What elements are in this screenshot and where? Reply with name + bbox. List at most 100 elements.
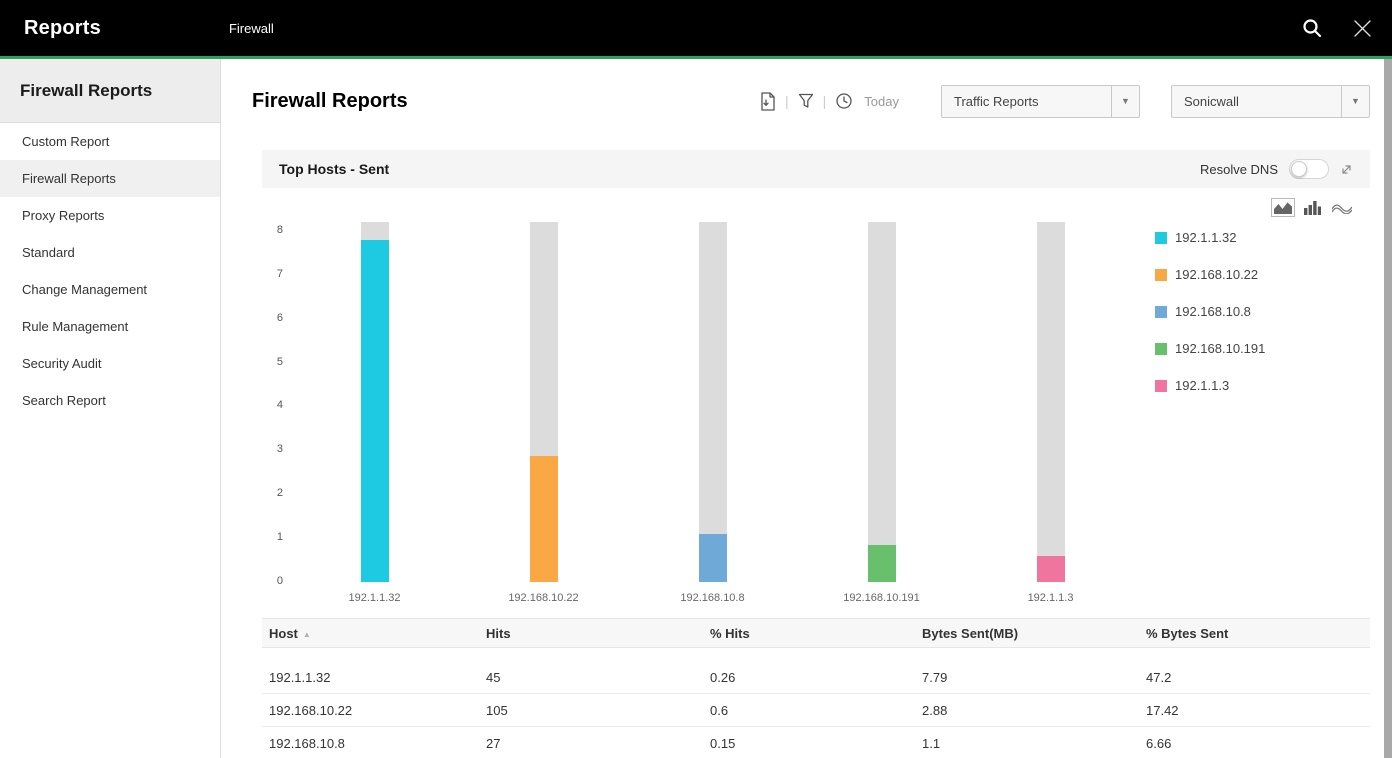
- table-cell: 17.42: [1146, 702, 1179, 718]
- chart-column: 192.1.1.3: [966, 222, 1135, 604]
- toolbar-separator: |: [822, 93, 827, 109]
- legend-label: 192.1.1.3: [1175, 378, 1230, 393]
- sidebar-item-custom-report[interactable]: Custom Report: [22, 134, 110, 149]
- table-row[interactable]: 192.168.10.22 105 0.6 2.88 17.42: [262, 694, 1370, 727]
- page-title: Firewall Reports: [252, 89, 408, 112]
- scrollbar-thumb[interactable]: [1384, 59, 1392, 758]
- scrollbar[interactable]: [1384, 59, 1392, 758]
- line-chart-icon[interactable]: [1330, 200, 1354, 216]
- x-axis-label: 192.168.10.22: [508, 592, 579, 604]
- sidebar-item-standard[interactable]: Standard: [22, 245, 75, 260]
- y-tick-label: 1: [276, 531, 283, 544]
- bar-value[interactable]: [529, 455, 558, 582]
- table-cell: 192.168.10.8: [269, 735, 345, 751]
- table-row[interactable]: 192.1.1.32 45 0.26 7.79 47.2: [262, 661, 1370, 694]
- chart-column: 192.168.10.191: [797, 222, 966, 604]
- column-header-host[interactable]: Host ▲: [269, 625, 311, 641]
- report-toolbar: | | Today Traffic Reports ▼: [755, 84, 1370, 118]
- y-tick-label: 0: [276, 575, 283, 587]
- sidebar-heading: Firewall Reports: [0, 59, 220, 123]
- tab-firewall[interactable]: Firewall: [228, 20, 274, 36]
- legend-label: 192.168.10.8: [1175, 304, 1251, 319]
- search-icon[interactable]: [1301, 17, 1323, 39]
- chart-section: 0 1 2 3 4 5 6 7 8 192.1.1.32 192.168.10.22 192.168…: [262, 188, 1370, 604]
- bar-value[interactable]: [698, 533, 727, 582]
- bar-chart-icon[interactable]: [1302, 199, 1323, 217]
- device-dropdown[interactable]: Sonicwall ▼: [1171, 84, 1370, 118]
- sidebar-item-search-report[interactable]: Search Report: [22, 393, 106, 408]
- legend-swatch: [1155, 342, 1167, 355]
- bar-chart: 0 1 2 3 4 5 6 7 8 192.1.1.32 192.168.10.22 192.168…: [262, 222, 1135, 604]
- x-axis-label: 192.168.10.8: [680, 592, 745, 604]
- legend-item-192-168-10-191[interactable]: 192.168.10.191: [1155, 341, 1265, 356]
- area-chart-icon[interactable]: [1271, 198, 1295, 217]
- table-row[interactable]: 192.168.10.8 27 0.15 1.1 6.66: [262, 727, 1370, 758]
- widget-title: Top Hosts - Sent: [279, 161, 390, 177]
- column-header--bytes-sent[interactable]: % Bytes Sent: [1146, 625, 1229, 641]
- bar-value[interactable]: [360, 240, 389, 582]
- period-label[interactable]: Today: [864, 93, 899, 109]
- sidebar-item-rule-management[interactable]: Rule Management: [22, 319, 129, 334]
- table-cell: 192.1.1.32: [269, 669, 331, 685]
- sidebar-item-change-management[interactable]: Change Management: [22, 282, 148, 297]
- column-header-bytes-sent-mb-[interactable]: Bytes Sent(MB): [922, 625, 1019, 641]
- table-cell: 27: [486, 735, 501, 751]
- resolve-dns-toggle[interactable]: [1289, 159, 1329, 179]
- close-icon[interactable]: [1353, 19, 1372, 38]
- table-cell: 192.168.10.22: [269, 702, 353, 718]
- chevron-down-icon: ▼: [1111, 85, 1139, 117]
- bar-track: [1036, 222, 1065, 582]
- table-cell: 7.79: [922, 669, 948, 685]
- y-tick-label: 2: [276, 487, 283, 500]
- column-header--hits[interactable]: % Hits: [710, 625, 750, 641]
- chevron-down-icon: ▼: [1341, 85, 1369, 117]
- chart-row: 0 1 2 3 4 5 6 7 8 192.1.1.32 192.168.10.22 192.168…: [262, 188, 1370, 604]
- bar-value[interactable]: [867, 544, 896, 582]
- table-header: Host ▲ Hits % Hits Bytes Sent(MB) % Bytes Sen…: [262, 618, 1370, 648]
- bar-track: [867, 222, 896, 582]
- chart-column: 192.1.1.32: [290, 222, 459, 604]
- widget-header-actions: Resolve DNS: [1200, 159, 1353, 179]
- widget-header: Top Hosts - Sent Resolve DNS: [262, 150, 1370, 188]
- y-tick-label: 6: [276, 311, 283, 324]
- legend-item-192-168-10-22[interactable]: 192.168.10.22: [1155, 267, 1265, 282]
- x-axis-label: 192.1.1.3: [1027, 592, 1074, 604]
- table-cell: 1.1: [922, 735, 941, 751]
- app-title: Reports: [24, 16, 101, 39]
- sidebar-item-security-audit[interactable]: Security Audit: [22, 356, 102, 371]
- table-cell: 0.6: [710, 702, 729, 718]
- y-tick-label: 3: [276, 443, 283, 456]
- table-cell: 0.15: [710, 735, 736, 751]
- sidebar-item-firewall-reports[interactable]: Firewall Reports: [0, 160, 220, 197]
- chart-type-switcher: [1271, 198, 1354, 217]
- hosts-table: Host ▲ Hits % Hits Bytes Sent(MB) % Bytes Sen…: [262, 618, 1370, 758]
- plot-area: 192.1.1.32 192.168.10.22 192.168.10.8 192.1…: [290, 222, 1135, 604]
- bar-track: [698, 222, 727, 582]
- y-tick-label: 7: [276, 267, 283, 280]
- bar-value[interactable]: [1036, 555, 1065, 582]
- resolve-dns-label: Resolve DNS: [1199, 161, 1278, 177]
- filter-icon[interactable]: [794, 93, 818, 109]
- table-cell: 2.88: [922, 702, 948, 718]
- column-header-hits[interactable]: Hits: [486, 625, 511, 641]
- legend-swatch: [1155, 379, 1167, 392]
- legend-item-192-168-10-8[interactable]: 192.168.10.8: [1155, 304, 1265, 319]
- device-value: Sonicwall: [1184, 93, 1239, 109]
- sidebar-item-proxy-reports[interactable]: Proxy Reports: [22, 208, 105, 223]
- topbar-actions: [1301, 17, 1372, 39]
- table-cell: 45: [486, 669, 501, 685]
- toggle-knob: [1291, 161, 1307, 177]
- chart-column: 192.168.10.22: [459, 222, 628, 604]
- y-tick-label: 8: [276, 223, 283, 236]
- pdf-export-icon[interactable]: [755, 91, 780, 111]
- legend-item-192-1-1-32[interactable]: 192.1.1.32: [1155, 230, 1265, 245]
- legend-item-192-1-1-3[interactable]: 192.1.1.3: [1155, 378, 1265, 393]
- expand-icon[interactable]: [1340, 163, 1353, 176]
- legend-label: 192.168.10.191: [1175, 341, 1266, 356]
- y-axis: 0 1 2 3 4 5 6 7 8: [262, 222, 290, 587]
- report-type-dropdown[interactable]: Traffic Reports ▼: [941, 84, 1140, 118]
- x-axis-label: 192.1.1.32: [348, 592, 401, 604]
- schedule-clock-icon[interactable]: [831, 92, 857, 110]
- table-cell: 105: [486, 702, 508, 718]
- legend-label: 192.1.1.32: [1175, 230, 1237, 245]
